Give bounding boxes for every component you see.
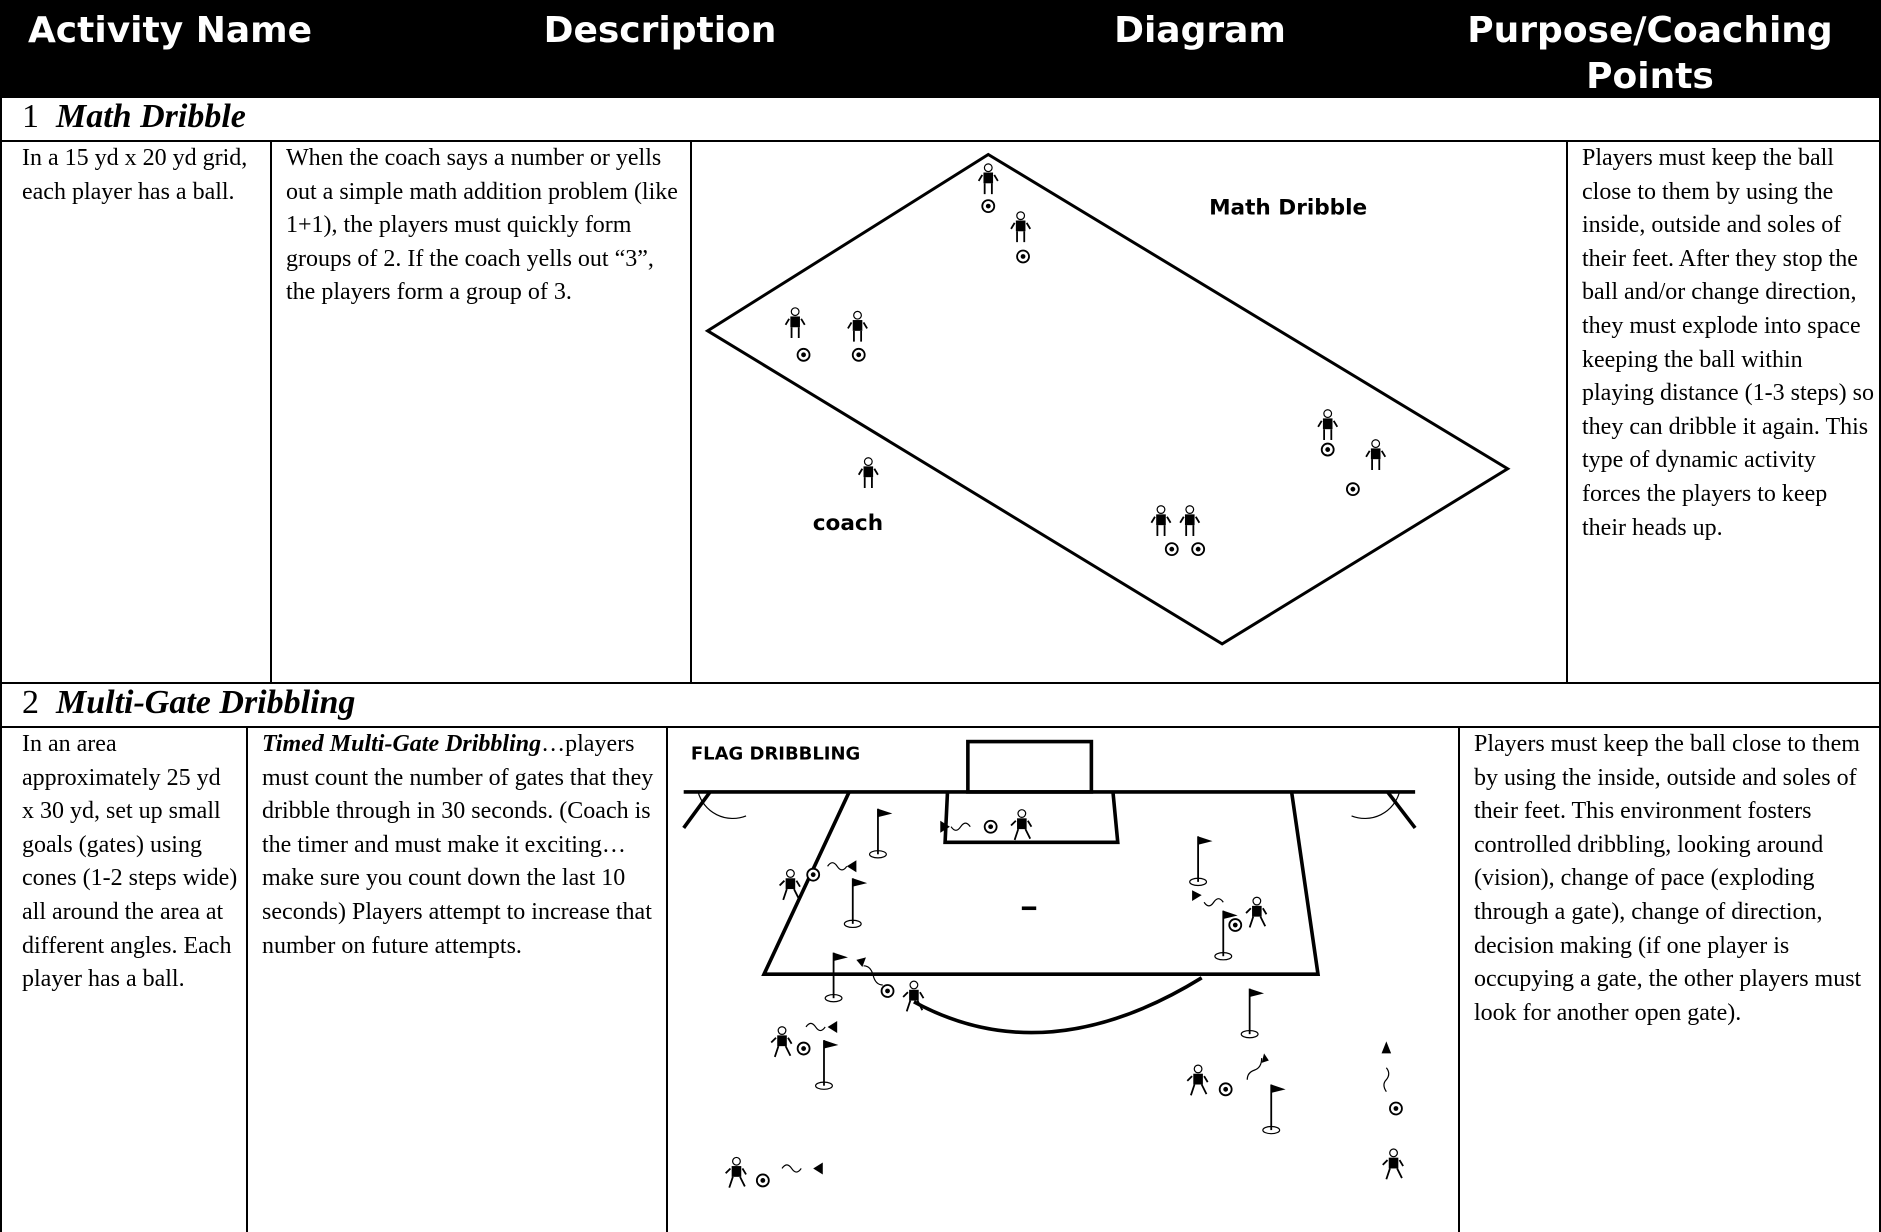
description-title: Timed Multi-Gate Dribbling — [262, 731, 542, 757]
description-text: …players must count the number of gates … — [262, 731, 654, 959]
diagram-title: FLAG DRIBBLING — [691, 744, 860, 765]
diagram: FLAG DRIBBLING — [682, 729, 1418, 1205]
description-cell: Timed Multi-Gate Dribbling…players must … — [246, 726, 666, 1232]
activity-title: Multi-Gate Dribbling — [56, 684, 356, 721]
diagram-title: Math Dribble — [1209, 195, 1367, 220]
activity-number: 2 — [22, 684, 39, 721]
coaching-cell: Players must keep the ball close to them… — [1458, 726, 1881, 1232]
activity-title: Math Dribble — [56, 98, 246, 135]
diagram: Math Dribble coach — [704, 152, 1511, 646]
column-header: Diagram — [1114, 10, 1286, 51]
activity-number: 1 — [22, 98, 39, 135]
column-header: Purpose/Coaching Points — [1467, 10, 1833, 97]
coaching-cell: Players must keep the ball close to them… — [1566, 140, 1881, 684]
header-bar: Activity Name Description Diagram Purpos… — [0, 0, 1881, 98]
column-header: Description — [543, 10, 777, 51]
diagram-label: coach — [813, 511, 883, 536]
diagram-cell: Math Dribble coach — [690, 140, 1566, 684]
diagram-cell: FLAG DRIBBLING — [666, 726, 1458, 1232]
activity-title-row: 1 Math Dribble — [0, 98, 1881, 142]
setup-cell: In an area approximately 25 yd x 30 yd, … — [0, 726, 246, 1232]
description-cell: When the coach says a number or yells ou… — [270, 140, 690, 684]
setup-cell: In a 15 yd x 20 yd grid, each player has… — [0, 140, 270, 684]
column-header: Activity Name — [27, 10, 313, 51]
activity-title-row: 2 Multi-Gate Dribbling — [0, 684, 1881, 728]
